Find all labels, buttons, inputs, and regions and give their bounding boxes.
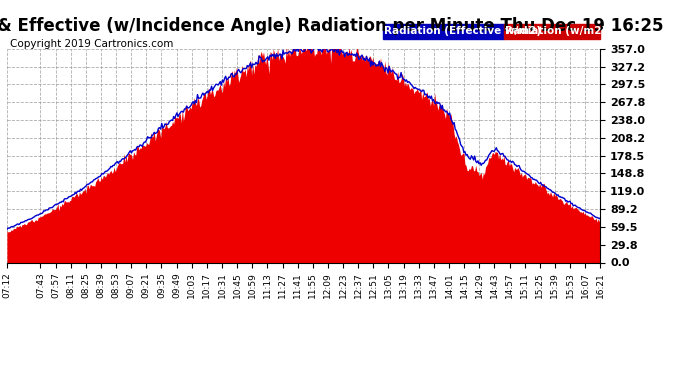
Text: Solar & Effective (w/Incidence Angle) Radiation per Minute Thu Dec 19 16:25: Solar & Effective (w/Incidence Angle) Ra… <box>0 17 664 35</box>
Text: Copyright 2019 Cartronics.com: Copyright 2019 Cartronics.com <box>10 39 174 50</box>
Text: Radiation (w/m2): Radiation (w/m2) <box>505 27 607 36</box>
Text: Radiation (Effective w/m2): Radiation (Effective w/m2) <box>384 27 542 36</box>
